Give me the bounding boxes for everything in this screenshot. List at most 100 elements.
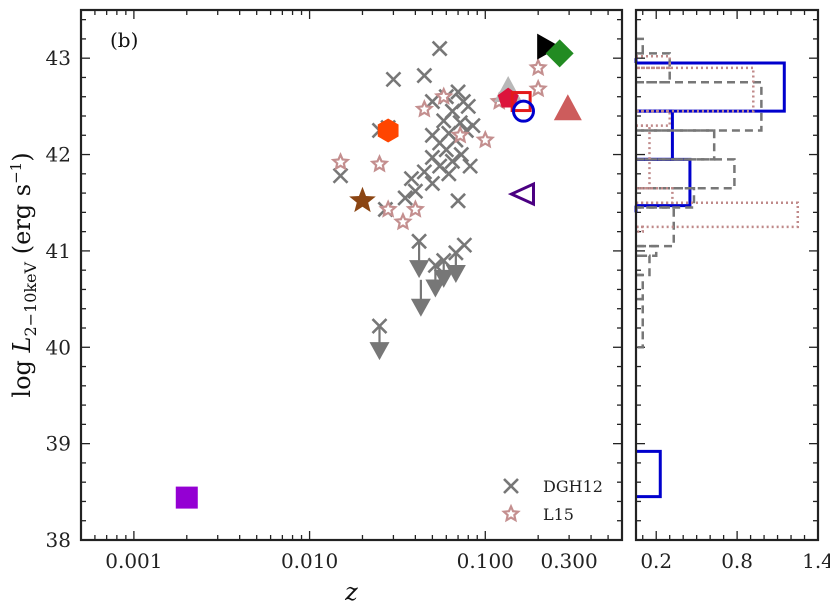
hist-bar-l15: [636, 109, 671, 127]
dgh12-upper-limit-arrow: [410, 279, 431, 317]
l15-point: [475, 129, 496, 149]
l15-point: [369, 153, 390, 173]
histogram-panel: 0.2 0.8 1.4: [634, 8, 830, 573]
y-tick-label: 41: [46, 239, 71, 263]
dgh12-upper-limit-arrow: [369, 326, 390, 361]
source-triangle-up: [553, 94, 582, 121]
dgh12-point: [450, 192, 466, 209]
hist-x-tick-label: 0.8: [721, 549, 753, 573]
y-axis-title: log L2−10keV (erg s−1): [7, 152, 40, 397]
x-tick-label: 0.100: [457, 549, 514, 573]
main-x-tick-labels: 0.001 0.010 0.100 0.300: [105, 549, 597, 573]
dgh12-upper-limit-arrow: [433, 260, 454, 288]
hist-bar-l15: [636, 201, 800, 229]
y-title-log: log: [8, 352, 36, 397]
dgh12-point: [460, 98, 477, 115]
source-square-open: [510, 91, 532, 113]
dgh12-point: [424, 175, 441, 192]
l15-point: [330, 152, 351, 171]
l15-point: [414, 99, 435, 118]
scatter-plot-frame: [79, 8, 624, 542]
hist-x-tick-labels: 0.2 0.8 1.4: [640, 549, 830, 573]
l15-point: [433, 86, 454, 105]
hist-bar-blue: [636, 61, 786, 113]
x-tick-label: 0.300: [540, 549, 597, 573]
y-title-close: ): [8, 152, 36, 161]
dgh12-point: [450, 83, 466, 100]
legend-entry: L15: [501, 503, 574, 524]
dgh12-point: [453, 146, 470, 163]
histogram-frame: [634, 8, 820, 542]
hist-bar-dgh12: [636, 244, 658, 257]
hist-bar-blue: [636, 109, 674, 161]
y-axis-title-text: log L2−10keV (erg s−1): [7, 152, 40, 397]
hist-bar-l15: [636, 66, 755, 113]
l15-point: [528, 78, 548, 98]
hist-bar-dgh12: [636, 158, 736, 190]
dgh12-upper-limit-arrow: [409, 241, 430, 279]
dgh12-upper-limit-arrow: [425, 265, 446, 298]
dgh12-point: [332, 167, 349, 184]
hist-bar-blue: [636, 449, 662, 499]
dgh12-point: [435, 112, 452, 129]
l15-point: [378, 199, 398, 218]
dgh12-point: [431, 40, 448, 57]
hist-bar-dgh12: [636, 81, 763, 132]
y-tick-label: 42: [46, 143, 71, 167]
source-triangle-left-open: [507, 181, 535, 207]
x-axis-title: z: [344, 578, 358, 606]
hist-bar-dgh12: [636, 273, 644, 301]
hist-bar-l15: [636, 124, 651, 190]
legend: DGH12 L15: [501, 477, 603, 524]
dgh12-point: [407, 183, 424, 200]
dgh12-point: [438, 141, 455, 158]
l15-point: [393, 211, 413, 231]
hist-bar-dgh12: [636, 129, 716, 161]
hist-bar-blue: [636, 157, 692, 208]
dgh12-point: [440, 165, 457, 182]
dgh12-point: [462, 158, 479, 175]
source-square: [175, 486, 198, 509]
hist-x-tick-label: 0.2: [640, 549, 672, 573]
source-star-filled: [349, 186, 376, 213]
source-triangle-right: [537, 33, 561, 60]
scatter-marks: [175, 33, 582, 509]
dgh12-point: [444, 153, 461, 170]
source-circle-open: [511, 99, 535, 123]
y-tick-label: 43: [46, 46, 71, 70]
panel-label: (b): [110, 28, 138, 52]
hist-x-tick-label: 1.4: [802, 549, 830, 573]
legend-marker-star: [501, 503, 521, 523]
dgh12-point: [385, 71, 402, 88]
y-title-subscript: 2−10keV: [21, 261, 40, 336]
hist-bar-dgh12: [636, 254, 651, 277]
dgh12-point: [403, 170, 420, 187]
dgh12-point: [416, 163, 433, 180]
l15-point: [405, 199, 426, 218]
source-diamond: [545, 39, 574, 68]
hist-axis-ticks: [636, 10, 819, 541]
legend-label: L15: [543, 505, 574, 524]
y-title-superscript: −1: [7, 162, 25, 184]
hist-bar-l15: [636, 55, 671, 70]
main-y-tick-labels: 38 39 40 41 42 43: [46, 46, 71, 552]
y-title-L: L: [8, 337, 36, 354]
l15-point: [450, 125, 470, 144]
y-title-unit: (erg s: [8, 184, 36, 262]
y-tick-label: 39: [46, 432, 71, 456]
x-tick-label: 0.010: [281, 549, 338, 573]
source-hexagon: [377, 118, 399, 143]
dgh12-point: [397, 189, 414, 206]
l15-point: [528, 57, 548, 77]
histogram-bars: [634, 37, 800, 499]
legend-marker-x: [503, 478, 519, 494]
legend-label: DGH12: [543, 477, 603, 496]
y-tick-label: 40: [46, 335, 71, 359]
hist-bar-l15: [636, 187, 674, 204]
hist-bar-dgh12: [636, 37, 644, 55]
dgh12-upper-limit-arrow: [445, 252, 466, 283]
x-tick-label: 0.001: [105, 549, 162, 573]
scatter-panel: 0.001 0.010 0.100 0.300 38 39 40 41 42 43 (b) DG…: [46, 8, 624, 573]
y-tick-label: 38: [46, 528, 71, 552]
